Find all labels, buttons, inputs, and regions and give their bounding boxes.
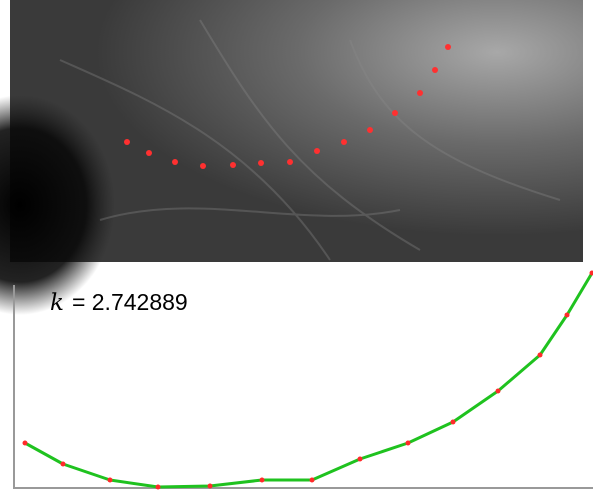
data-point xyxy=(61,462,66,467)
data-point xyxy=(406,441,411,446)
annotation-symbol: k xyxy=(50,290,64,316)
data-point xyxy=(358,457,363,462)
photo xyxy=(0,0,583,315)
data-point xyxy=(538,353,543,358)
figure: k = 2.742889 xyxy=(0,0,593,492)
data-point xyxy=(23,441,28,446)
data-point xyxy=(310,478,315,483)
data-point xyxy=(156,485,161,490)
data-point xyxy=(108,478,113,483)
data-point xyxy=(451,420,456,425)
data-point xyxy=(496,389,501,394)
annotation-text: = 2.742889 xyxy=(72,289,188,315)
data-point xyxy=(208,484,213,489)
page: {"chart_data": {"type": "line", "annotat… xyxy=(0,0,593,492)
data-point xyxy=(260,478,265,483)
data-point xyxy=(565,313,570,318)
